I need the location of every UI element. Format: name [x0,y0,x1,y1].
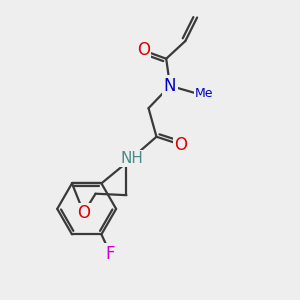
Text: F: F [106,244,115,262]
Text: NH: NH [120,151,143,166]
Text: Me: Me [195,87,214,100]
Text: O: O [77,204,90,222]
Text: N: N [164,77,176,95]
Text: O: O [137,41,150,59]
Text: O: O [174,136,188,154]
